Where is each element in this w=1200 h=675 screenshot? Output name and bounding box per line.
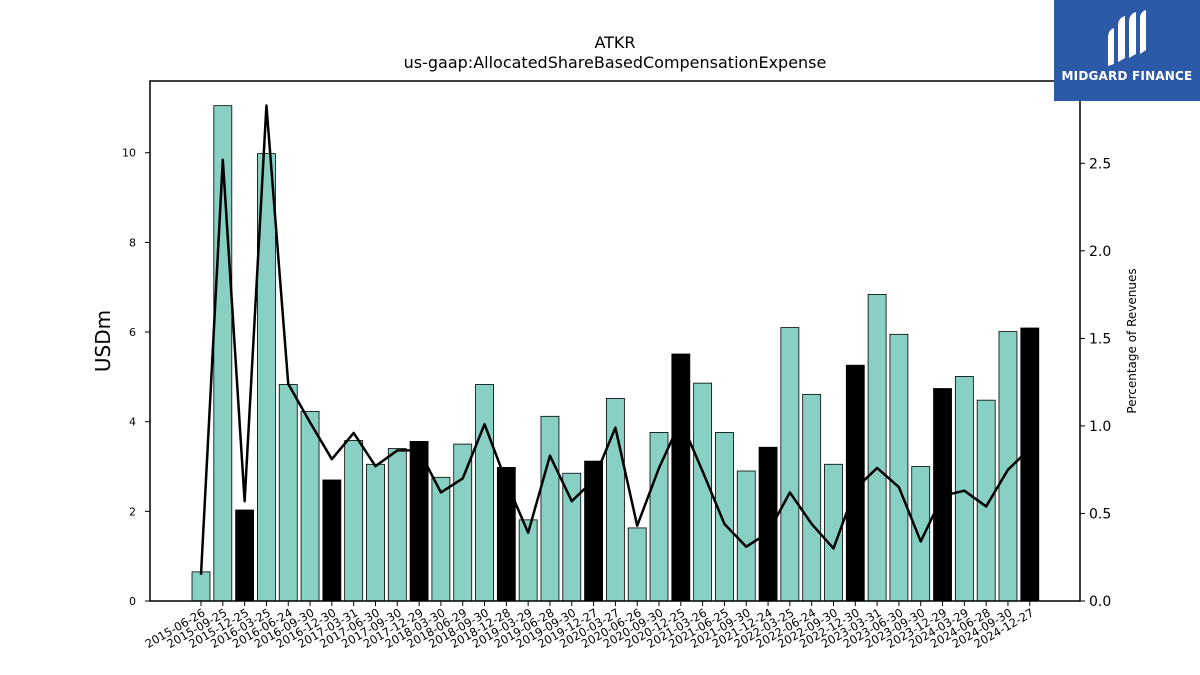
y-tick-label: 4 <box>129 416 136 429</box>
bar <box>780 327 800 602</box>
bar <box>300 410 320 602</box>
bar <box>540 415 560 602</box>
bar <box>1020 327 1040 602</box>
chart-title: ATKR <box>594 33 635 52</box>
bar <box>911 466 931 602</box>
chart-subtitle: us-gaap:AllocatedShareBasedCompensationE… <box>404 53 827 72</box>
bar <box>387 448 407 602</box>
bar <box>278 384 298 602</box>
bar <box>475 384 494 602</box>
bar <box>671 353 691 602</box>
bar <box>758 446 778 602</box>
bar <box>409 441 429 602</box>
bar <box>344 440 364 602</box>
bar <box>954 376 974 602</box>
y2-axis: 0.0 0.5 1.0 1.5 2.0 2.5 <box>1080 156 1111 610</box>
bar <box>322 479 342 602</box>
bar <box>693 382 713 602</box>
y2-tick-label: 1.0 <box>1089 419 1111 435</box>
bar <box>496 467 516 602</box>
y2-tick-label: 0.5 <box>1089 506 1111 522</box>
y-tick-label: 10 <box>122 147 136 160</box>
y-tick-label: 8 <box>129 236 136 249</box>
revenue-percentage-line <box>199 104 1031 575</box>
bars-group <box>191 105 1040 602</box>
bar <box>584 460 603 602</box>
brand-logo: MIDGARD FINANCE <box>1054 0 1200 101</box>
bar <box>649 432 669 602</box>
y-tick-label: 6 <box>129 326 136 339</box>
bar <box>431 476 451 602</box>
bar <box>889 333 909 602</box>
y2-tick-label: 2.0 <box>1089 244 1111 260</box>
bar <box>366 463 385 602</box>
bar <box>235 509 255 602</box>
bar <box>627 527 647 602</box>
y2-axis-label: Percentage of Revenues <box>1125 268 1139 413</box>
bar <box>715 432 734 602</box>
bar <box>867 293 887 602</box>
bar <box>736 470 756 602</box>
y-axis: 0 2 4 6 8 10 <box>122 147 150 608</box>
bar <box>998 331 1018 602</box>
midgard-logo-icon <box>1108 10 1146 66</box>
y-tick-label: 2 <box>129 505 136 518</box>
y-axis-label: USDm <box>91 310 115 372</box>
bar <box>802 393 822 602</box>
y2-tick-label: 2.5 <box>1089 156 1111 172</box>
y2-tick-label: 1.5 <box>1089 331 1111 347</box>
line-group <box>199 104 1031 575</box>
bar <box>191 571 211 602</box>
x-axis: 2015-06-262015-09-252015-12-252016-03-25… <box>143 601 1036 651</box>
bar <box>562 472 582 602</box>
y-tick-label: 0 <box>129 595 136 608</box>
y2-tick-label: 0.0 <box>1089 594 1111 610</box>
logo-text: MIDGARD FINANCE <box>1061 69 1193 83</box>
bar <box>453 443 473 602</box>
